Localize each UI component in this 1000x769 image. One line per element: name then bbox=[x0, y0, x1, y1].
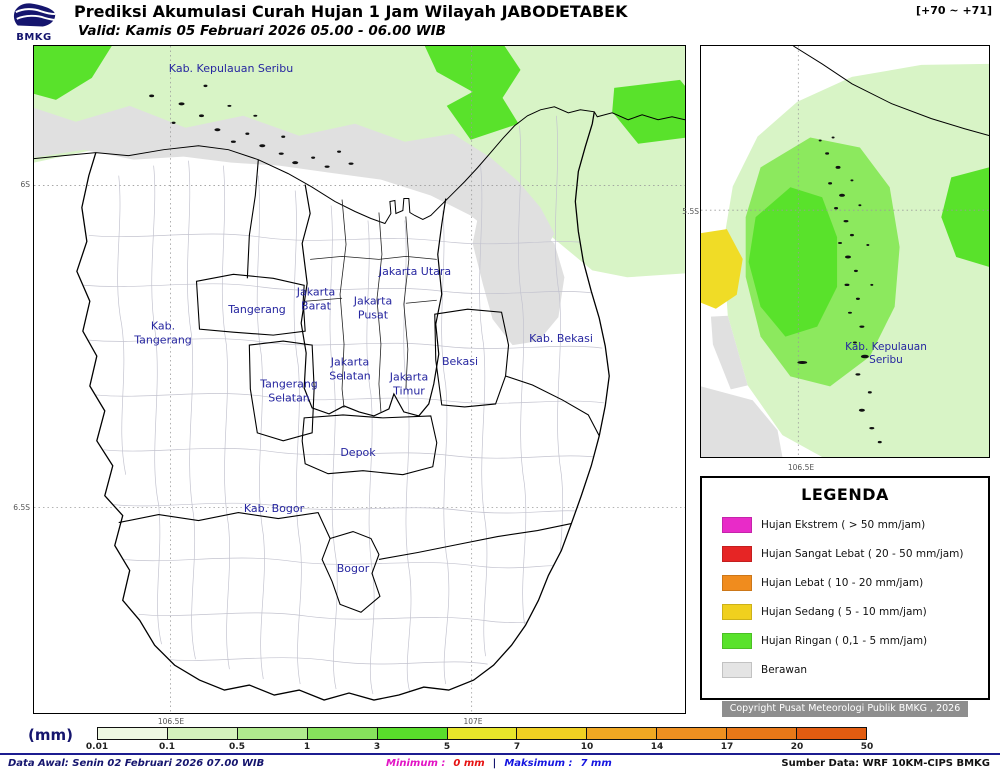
colorbar-unit-label: (mm) bbox=[28, 726, 73, 744]
colorbar-segment bbox=[237, 728, 308, 739]
colorbar-segment bbox=[98, 728, 168, 739]
colorbar bbox=[97, 727, 867, 740]
colorbar-tick: 20 bbox=[790, 742, 804, 752]
forecast-lead-time: [+70 ~ +71] bbox=[916, 4, 992, 17]
legend-label-ekstrem: Hujan Ekstrem ( > 50 mm/jam) bbox=[761, 518, 926, 531]
inset-coastline bbox=[793, 45, 990, 137]
main-map-canvas bbox=[33, 46, 686, 713]
rain-shading-overlay bbox=[34, 46, 685, 346]
data-source-text: Sumber Data: WRF 10KM-CIPS BMKG bbox=[781, 758, 990, 769]
colorbar-tick: 1 bbox=[303, 742, 311, 752]
legend-item-ringan: Hujan Ringan ( 0,1 - 5 mm/jam) bbox=[702, 626, 988, 655]
legend-swatch-ringan bbox=[722, 632, 752, 649]
inset-islands bbox=[797, 136, 882, 444]
inset-rain-shading bbox=[701, 63, 989, 457]
colorbar-segment bbox=[727, 728, 798, 739]
legend-item-berawan: Berawan bbox=[702, 655, 988, 684]
colorbar-tick: 14 bbox=[650, 742, 664, 752]
legend-label-berawan: Berawan bbox=[761, 663, 808, 676]
colorbar-segment bbox=[167, 728, 238, 739]
legend-panel: LEGENDA Hujan Ekstrem ( > 50 mm/jam) Huj… bbox=[700, 476, 990, 700]
lat-tick-6s: 6S bbox=[20, 180, 30, 189]
seribu-islands bbox=[149, 84, 354, 168]
colorbar-tick: 50 bbox=[860, 742, 874, 752]
legend-label-sedang: Hujan Sedang ( 5 - 10 mm/jam) bbox=[761, 605, 927, 618]
colorbar-tick: 0.01 bbox=[85, 742, 109, 752]
colorbar-segment bbox=[307, 728, 378, 739]
colorbar-tick: 7 bbox=[513, 742, 521, 752]
legend-label-lebat: Hujan Lebat ( 10 - 20 mm/jam) bbox=[761, 576, 924, 589]
legend-item-sedang: Hujan Sedang ( 5 - 10 mm/jam) bbox=[702, 597, 988, 626]
maksimum-value: 7 mm bbox=[580, 758, 612, 769]
legend-item-lebat: Hujan Lebat ( 10 - 20 mm/jam) bbox=[702, 568, 988, 597]
colorbar-segment bbox=[657, 728, 728, 739]
legend-item-ekstrem: Hujan Ekstrem ( > 50 mm/jam) bbox=[702, 510, 988, 539]
inset-lat-tick-5-5s: 5.5S bbox=[682, 207, 699, 216]
minimum-label: Minimum : bbox=[386, 758, 446, 769]
lon-tick-106-5e: 106.5E bbox=[157, 717, 185, 726]
colorbar-segment bbox=[377, 728, 448, 739]
legend-swatch-lebat bbox=[722, 574, 752, 591]
valid-time: Valid: Kamis 05 Februari 2026 05.00 - 06… bbox=[78, 23, 446, 39]
footer-bar: Data Awal: Senin 02 Februari 2026 07.00 … bbox=[0, 753, 1000, 769]
main-map: Kab. Kepulauan Seribu Jakarta Utara Jaka… bbox=[13, 45, 686, 726]
colorbar-tick: 3 bbox=[373, 742, 381, 752]
legend-label-ringan: Hujan Ringan ( 0,1 - 5 mm/jam) bbox=[761, 634, 928, 647]
maksimum-label: Maksimum : bbox=[504, 758, 573, 769]
inset-lon-tick-106-5e: 106.5E bbox=[787, 463, 815, 472]
inset-map-canvas bbox=[701, 45, 990, 457]
data-awal-text: Data Awal: Senin 02 Februari 2026 07.00 … bbox=[8, 758, 265, 769]
inset-map-kepulauan-seribu: Kab. Kepulauan Seribu 5.5S 106.5E bbox=[682, 45, 990, 472]
legend-item-sangat-lebat: Hujan Sangat Lebat ( 20 - 50 mm/jam) bbox=[702, 539, 988, 568]
colorbar-segment bbox=[587, 728, 658, 739]
colorbar-segment bbox=[797, 728, 866, 739]
legend-title: LEGENDA bbox=[801, 485, 889, 504]
legend-swatch-sangat-lebat bbox=[722, 545, 752, 562]
colorbar-tick: 17 bbox=[720, 742, 734, 752]
coastline bbox=[33, 106, 686, 225]
latlon-gridlines bbox=[34, 46, 685, 713]
colorbar-tick: 0.1 bbox=[159, 742, 175, 752]
colorbar-tick: 0.5 bbox=[229, 742, 245, 752]
legend-rows: Hujan Ekstrem ( > 50 mm/jam) Hujan Sanga… bbox=[702, 510, 988, 684]
legend-label-sangat-lebat: Hujan Sangat Lebat ( 20 - 50 mm/jam) bbox=[761, 547, 964, 560]
legend-swatch-berawan bbox=[722, 661, 752, 678]
inset-gridlines bbox=[701, 46, 989, 457]
colorbar-tick: 5 bbox=[443, 742, 451, 752]
lon-tick-107e: 107E bbox=[463, 717, 483, 726]
page-title: Prediksi Akumulasi Curah Hujan 1 Jam Wil… bbox=[74, 2, 628, 21]
lat-tick-6-5s: 6.5S bbox=[13, 503, 30, 512]
colorbar-segment bbox=[447, 728, 518, 739]
minimum-value: 0 mm bbox=[453, 758, 485, 769]
colorbar-tick: 10 bbox=[580, 742, 594, 752]
copyright-bar: Copyright Pusat Meteorologi Publik BMKG … bbox=[722, 701, 968, 717]
regency-boundaries bbox=[76, 111, 610, 701]
bmkg-logo-mark bbox=[13, 3, 56, 27]
minmax-separator: | bbox=[492, 758, 497, 769]
colorbar-segment bbox=[517, 728, 588, 739]
legend-swatch-ekstrem bbox=[722, 516, 752, 533]
minmax-summary: Minimum : 0 mm | Maksimum : 7 mm bbox=[386, 758, 612, 769]
bmkg-logo: BMKG bbox=[8, 2, 60, 43]
bmkg-logo-text: BMKG bbox=[16, 32, 52, 43]
legend-swatch-sedang bbox=[722, 603, 752, 620]
